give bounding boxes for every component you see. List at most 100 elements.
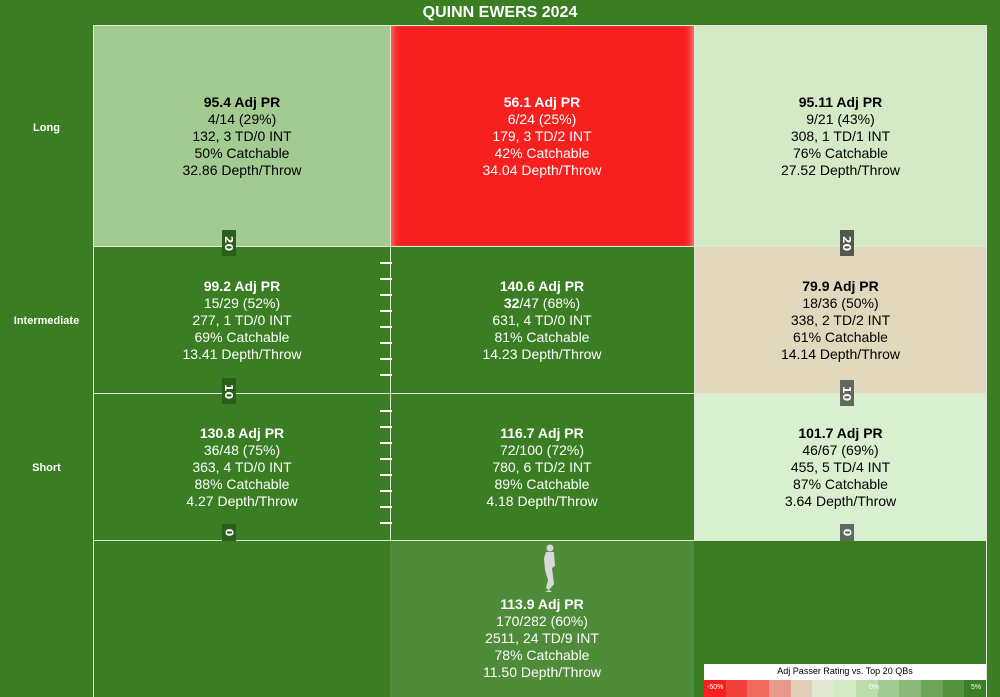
hash-mark (380, 410, 392, 412)
color-legend: Adj Passer Rating vs. Top 20 QBs -50% 0%… (704, 664, 986, 697)
zone-catchable: 87% Catchable (793, 475, 888, 492)
zone-intermediate-right: 79.9 Adj PR 18/36 (50%) 338, 2 TD/2 INT 61%… (695, 247, 986, 393)
legend-swatch (877, 680, 900, 697)
zone-depth: 3.64 Depth/Throw (784, 492, 897, 509)
zone-yards-td-int: 363, 4 TD/0 INT (192, 458, 292, 475)
grid-line-long-int (93, 246, 986, 247)
zone-adj-pr: 116.7 Adj PR (500, 424, 584, 441)
legend-min-label: -50% (707, 684, 724, 691)
legend-swatches (704, 680, 986, 697)
zone-completions: 36/48 (75%) (203, 441, 281, 458)
hash-mark (380, 474, 392, 476)
quarterback-icon (544, 544, 555, 592)
zone-catchable: 88% Catchable (194, 475, 290, 492)
legend-swatch (834, 680, 856, 697)
zone-long-right: 95.11 Adj PR 9/21 (43%) 308, 1 TD/1 INT 76%… (695, 26, 986, 246)
zone-adj-pr: 56.1 Adj PR (503, 93, 581, 110)
zone-completions: 9/21 (43%) (806, 110, 875, 127)
legend-swatch (704, 680, 726, 697)
zone-completions: 46/67 (69%) (802, 441, 879, 458)
zone-catchable: 81% Catchable (494, 328, 590, 345)
legend-swatch (855, 680, 878, 697)
legend-swatch (790, 680, 813, 697)
zone-short-middle: 116.7 Adj PR 72/100 (72%) 780, 6 TD/2 INT 8… (390, 394, 694, 540)
total-catchable: 78% Catchable (494, 646, 590, 663)
zone-depth: 27.52 Depth/Throw (780, 161, 901, 178)
zone-short-left: 130.8 Adj PR 36/48 (75%) 363, 4 TD/0 INT 88… (94, 394, 390, 540)
zone-catchable: 76% Catchable (793, 144, 888, 161)
zone-catchable: 61% Catchable (793, 328, 888, 345)
legend-mid-label: 0% (869, 684, 880, 691)
grid-line-col-2 (694, 25, 695, 540)
hash-mark (380, 342, 392, 344)
row-label-long: Long (33, 122, 60, 134)
legend-swatch (920, 680, 943, 697)
zone-catchable: 69% Catchable (194, 328, 290, 345)
zone-yards-td-int: 308, 1 TD/1 INT (790, 127, 891, 144)
row-label-short: Short (32, 462, 61, 474)
zone-adj-pr: 101.7 Adj PR (798, 424, 883, 441)
hash-mark (380, 374, 392, 376)
hash-mark (380, 294, 392, 296)
hash-mark (380, 262, 392, 264)
grid-line-right (986, 25, 987, 697)
chart-title: QUINN EWERS 2024 (422, 4, 578, 21)
hash-mark (380, 278, 392, 280)
legend-title: Adj Passer Rating vs. Top 20 QBs (777, 666, 913, 676)
yard-marker-left-20: 20 (222, 230, 236, 256)
zone-long-middle: 56.1 Adj PR 6/24 (25%) 179, 3 TD/2 INT 42% … (390, 26, 694, 246)
yard-marker-right-20: 20 (840, 230, 854, 256)
hash-mark (380, 458, 392, 460)
yard-marker-left-10: 10 (222, 378, 236, 404)
total-adj-pr: 113.9 Adj PR (500, 595, 584, 612)
legend-max-label: 5% (971, 684, 982, 691)
hash-mark (380, 442, 392, 444)
zone-yards-td-int: 780, 6 TD/2 INT (492, 458, 592, 475)
zone-completions: 15/29 (52%) (203, 294, 281, 311)
hash-mark (380, 522, 392, 524)
grid-line-top (93, 25, 986, 26)
zone-adj-pr: 130.8 Adj PR (199, 424, 285, 441)
zone-intermediate-middle: 140.6 Adj PR 32/47 (68%) 631, 4 TD/0 INT 81… (390, 247, 694, 393)
grid-line-int-short (93, 393, 986, 394)
zone-depth: 4.27 Depth/Throw (186, 492, 298, 509)
zone-yards-td-int: 179, 3 TD/2 INT (492, 127, 592, 144)
yard-marker-left-0: 0 (222, 524, 236, 541)
zone-catchable: 50% Catchable (194, 144, 290, 161)
zone-depth: 32.86 Depth/Throw (182, 161, 302, 178)
yard-marker-right-10: 10 (840, 380, 854, 406)
zone-adj-pr: 140.6 Adj PR (499, 277, 585, 294)
zone-adj-pr: 99.2 Adj PR (203, 277, 281, 294)
zone-catchable: 89% Catchable (494, 475, 590, 492)
zone-yards-td-int: 455, 5 TD/4 INT (790, 458, 891, 475)
zone-yards-td-int: 338, 2 TD/2 INT (790, 311, 891, 328)
zone-long-left: 95.4 Adj PR 4/14 (29%) 132, 3 TD/0 INT 50% … (94, 26, 390, 246)
row-label-intermediate: Intermediate (13, 315, 80, 327)
zone-depth: 34.04 Depth/Throw (482, 161, 602, 178)
legend-swatch (812, 680, 835, 697)
zone-depth: 14.23 Depth/Throw (482, 345, 602, 362)
yard-marker-right-0: 0 (840, 524, 854, 541)
hash-mark (380, 310, 392, 312)
zone-catchable: 42% Catchable (494, 144, 590, 161)
zone-completions: 4/14 (29%) (207, 110, 277, 127)
legend-swatch (942, 680, 965, 697)
zone-completions: 18/36 (50%) (802, 294, 879, 311)
zone-intermediate-left: 99.2 Adj PR 15/29 (52%) 277, 1 TD/0 INT 69%… (94, 247, 390, 393)
zone-depth: 13.41 Depth/Throw (182, 345, 302, 362)
grid-line-short-total (93, 540, 986, 541)
zone-depth: 4.18 Depth/Throw (486, 492, 598, 509)
legend-swatch (899, 680, 921, 697)
legend-swatch (725, 680, 748, 697)
zone-adj-pr: 95.4 Adj PR (203, 93, 281, 110)
grid-line-col-1 (390, 25, 391, 540)
grid-line-left (93, 25, 94, 697)
zone-completions-attempts: /47 (68%) (519, 294, 581, 311)
zone-completions-made: 32 (503, 294, 520, 311)
zone-adj-pr: 95.11 Adj PR (798, 93, 883, 110)
total-completions: 170/282 (60%) (496, 612, 588, 629)
zone-yards-td-int: 132, 3 TD/0 INT (192, 127, 292, 144)
total-depth: 11.50 Depth/Throw (482, 663, 602, 680)
hash-mark (380, 426, 392, 428)
zone-adj-pr: 79.9 Adj PR (802, 277, 879, 294)
